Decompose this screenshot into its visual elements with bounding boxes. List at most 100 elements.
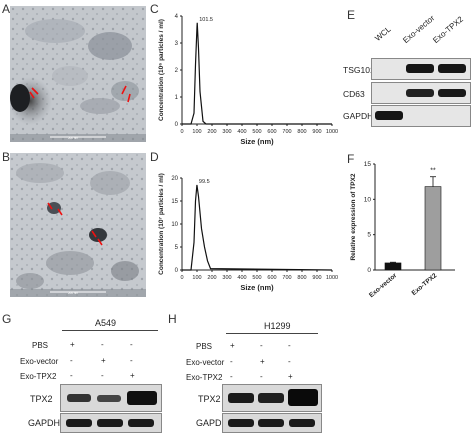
- blot-band: [406, 64, 434, 73]
- blot-g-row-label: GAPDH: [28, 418, 61, 428]
- x-tick-label: 800: [297, 275, 306, 281]
- x-tick-label: 900: [312, 275, 321, 281]
- x-tick-label: 100: [192, 275, 201, 281]
- blot-e-col-label: WCL: [373, 24, 393, 43]
- blot-e-row-label: CD63: [343, 89, 365, 99]
- y-tick-label: 3: [175, 41, 179, 47]
- x-tick-label: 400: [237, 129, 246, 135]
- blot-e-strip-cd63: [371, 82, 471, 104]
- blot-band: [128, 419, 154, 427]
- blot-e-strip-tsg101: [371, 58, 471, 80]
- blot-band: [438, 64, 466, 73]
- series-line: [182, 22, 332, 125]
- blot-band: [228, 393, 254, 403]
- blot-g-cell-line: A549: [95, 318, 117, 328]
- panel-label-b: B: [2, 150, 11, 164]
- blot-h-strip-gapdh: [222, 413, 322, 433]
- blot-band: [258, 393, 284, 403]
- blot-g-mark: -: [101, 340, 104, 349]
- blot-g-condition: PBS: [32, 341, 49, 350]
- x-tick-label: 0: [180, 275, 183, 281]
- y-tick-label: 1: [175, 95, 179, 101]
- y-tick-label: 0: [175, 122, 179, 128]
- x-axis-label: Size (nm): [240, 283, 274, 292]
- y-tick-label: 15: [171, 199, 178, 205]
- x-tick-label: 100: [192, 129, 201, 135]
- y-tick-label: 5: [367, 232, 371, 239]
- blot-band: [228, 419, 254, 427]
- y-tick-label: 10: [364, 196, 372, 203]
- blot-band: [288, 389, 318, 406]
- bar-chart-f: 0 5 10 15 Exo-vector Exo-TPX2 ** Relative expre…: [350, 161, 455, 299]
- tem-scale-text-a: 200 nm: [68, 136, 79, 140]
- y-axis-label: Concentration (10⁶ particles / ml): [158, 19, 165, 121]
- blot-g-mark: -: [70, 356, 73, 365]
- x-tick-label: 1000: [326, 129, 338, 135]
- blot-h-condition: Exo-vector: [186, 358, 225, 367]
- y-tick-label: 2: [175, 68, 179, 74]
- blot-h-mark: +: [230, 341, 235, 350]
- tem-scale-text-b: 200 nm: [68, 291, 79, 295]
- significance-mark: **: [430, 168, 436, 175]
- x-tick-label: 500: [252, 129, 261, 135]
- panel-label-c: C: [150, 2, 159, 16]
- blot-h-strip-tpx2: [222, 384, 322, 412]
- blot-g-mark: -: [101, 371, 104, 380]
- tem-image-b: 200 nm: [10, 153, 146, 297]
- blot-g-strip-gapdh: [60, 413, 162, 433]
- x-tick-label: 600: [267, 129, 276, 135]
- blot-g-row-label: TPX2: [30, 394, 53, 404]
- x-tick-label: 200: [207, 129, 216, 135]
- blot-h-mark: -: [288, 341, 291, 350]
- blot-h-mark: -: [260, 341, 263, 350]
- y-axis-label: Relative expression of TPX2: [350, 173, 357, 260]
- blot-h-mark: +: [260, 357, 265, 366]
- y-tick-label: 0: [367, 267, 371, 274]
- y-tick-label: 5: [175, 245, 179, 251]
- blot-g-condition: Exo-vector: [20, 357, 59, 366]
- x-tick-label: 300: [222, 275, 231, 281]
- x-tick-label: 200: [207, 275, 216, 281]
- blot-band: [258, 419, 284, 427]
- blot-e-col-label: Exo-TPX2: [431, 14, 465, 45]
- blot-g-strip-tpx2: [60, 384, 162, 412]
- panel-label-f: F: [347, 152, 355, 166]
- blot-h-mark: -: [230, 357, 233, 366]
- blot-band: [97, 419, 123, 427]
- blot-h-mark: -: [288, 357, 291, 366]
- blot-h-divider: [226, 333, 318, 334]
- blot-g-condition: Exo-TPX2: [20, 372, 57, 381]
- western-blot-e: WCL Exo-vector Exo-TPX2 TSG101 CD63 GAPD…: [343, 12, 474, 130]
- peak-label: 99.5: [199, 179, 210, 185]
- category-label: Exo-TPX2: [411, 272, 439, 297]
- y-tick-label: 15: [364, 161, 372, 168]
- y-tick-label: 4: [175, 14, 179, 20]
- blot-h-cell-line: H1299: [264, 321, 291, 331]
- panel-label-e: E: [347, 8, 356, 22]
- nta-chart-d: 0 100 200 300 400 500 600 700 800 900 1000 0 5 10 15 20…: [158, 173, 338, 292]
- y-tick-label: 10: [171, 222, 178, 228]
- panel-label-g: G: [2, 312, 12, 326]
- blot-g-mark: +: [101, 356, 106, 365]
- x-tick-label: 0: [180, 129, 183, 135]
- blot-band: [438, 89, 466, 97]
- blot-h-mark: -: [230, 372, 233, 381]
- panel-label-h: H: [168, 312, 177, 326]
- blot-band: [406, 89, 434, 97]
- blot-h-mark: +: [288, 372, 293, 381]
- x-axis-label: Size (nm): [240, 137, 274, 146]
- blot-band: [66, 419, 92, 427]
- x-tick-label: 800: [297, 129, 306, 135]
- blot-band: [289, 419, 315, 427]
- blot-h-row-label: TPX2: [198, 394, 221, 404]
- panel-label-d: D: [150, 150, 159, 164]
- nta-chart-c: 0 100 200 300 400 500 600 700 800 900 1000 0 1 2 3 4 101…: [158, 14, 338, 146]
- bar: [424, 186, 442, 271]
- blot-band: [375, 111, 403, 120]
- category-label: Exo-vector: [368, 272, 399, 299]
- blot-band: [67, 394, 91, 402]
- bar: [384, 262, 402, 271]
- y-tick-label: 20: [171, 176, 178, 182]
- x-tick-label: 300: [222, 129, 231, 135]
- x-tick-label: 700: [282, 129, 291, 135]
